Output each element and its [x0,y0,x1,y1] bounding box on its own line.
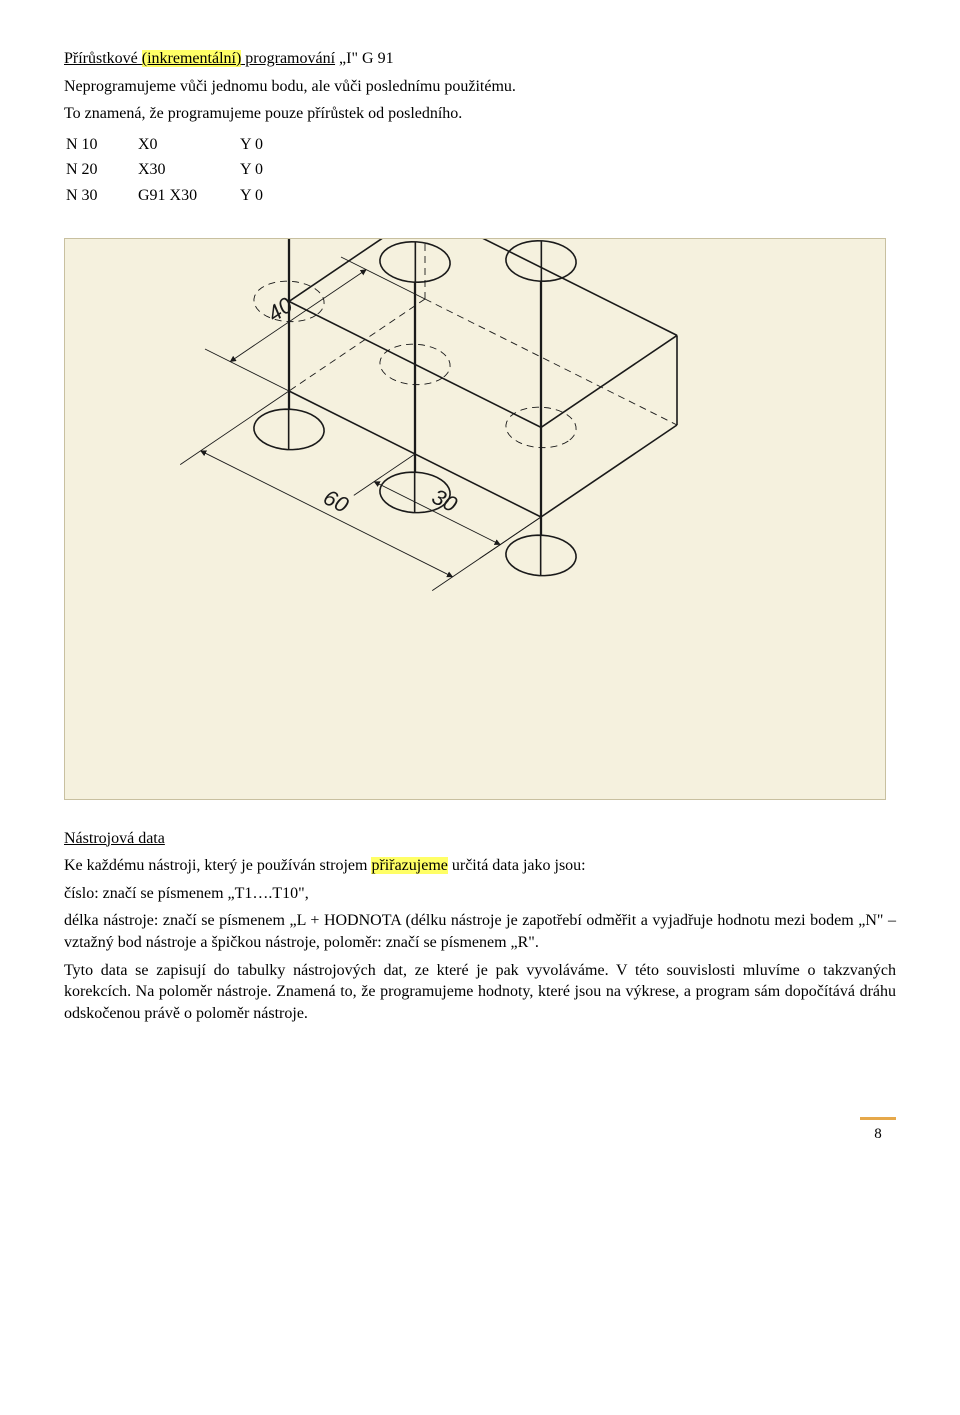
nc-x: G91 X30 [138,184,238,208]
table-row: N 30 G91 X30 Y 0 [66,184,320,208]
intro-line-1: Neprogramujeme vůči jednomu bodu, ale vů… [64,76,896,98]
heading-underlined-prefix: Přírůstkové [64,50,142,67]
heading: Přírůstkové (inkrementální) programování… [64,48,896,70]
svg-text:30: 30 [428,483,462,517]
intro-line-2: To znamená, že programujeme pouze přírůs… [64,103,896,125]
para-a: Ke každému nástroji, který je používán s… [64,855,896,877]
heading-highlighted: (inkrementální) [142,50,242,67]
para-b: číslo: značí se písmenem „T1….T10", [64,883,896,905]
nc-n: N 20 [66,158,136,182]
para-a-pre: Ke každému nástroji, který je používán s… [64,857,371,874]
para-d: Tyto data se zapisují do tabulky nástroj… [64,960,896,1025]
section-title: Nástrojová data [64,828,896,850]
para-c: délka nástroje: značí se písmenem „L + H… [64,910,896,953]
table-row: N 20 X30 Y 0 [66,158,320,182]
nc-code-table: N 10 X0 Y 0 N 20 X30 Y 0 N 30 G91 X30 Y … [64,131,322,210]
nc-y: Y 0 [240,158,320,182]
heading-underlined-suffix: programování [241,50,335,67]
table-row: N 10 X0 Y 0 [66,133,320,157]
heading-tail: „I" G 91 [335,50,394,67]
page-number: 8 [860,1117,896,1144]
page-footer: 8 [64,1104,896,1144]
nc-y: Y 0 [240,133,320,157]
nc-n: N 10 [66,133,136,157]
nc-n: N 30 [66,184,136,208]
nc-y: Y 0 [240,184,320,208]
para-a-highlight: přiřazujeme [371,857,447,874]
section-title-text: Nástrojová data [64,830,165,847]
para-a-post: určitá data jako jsou: [448,857,586,874]
isometric-diagram: 406030 [64,238,886,800]
nc-x: X0 [138,133,238,157]
nc-x: X30 [138,158,238,182]
